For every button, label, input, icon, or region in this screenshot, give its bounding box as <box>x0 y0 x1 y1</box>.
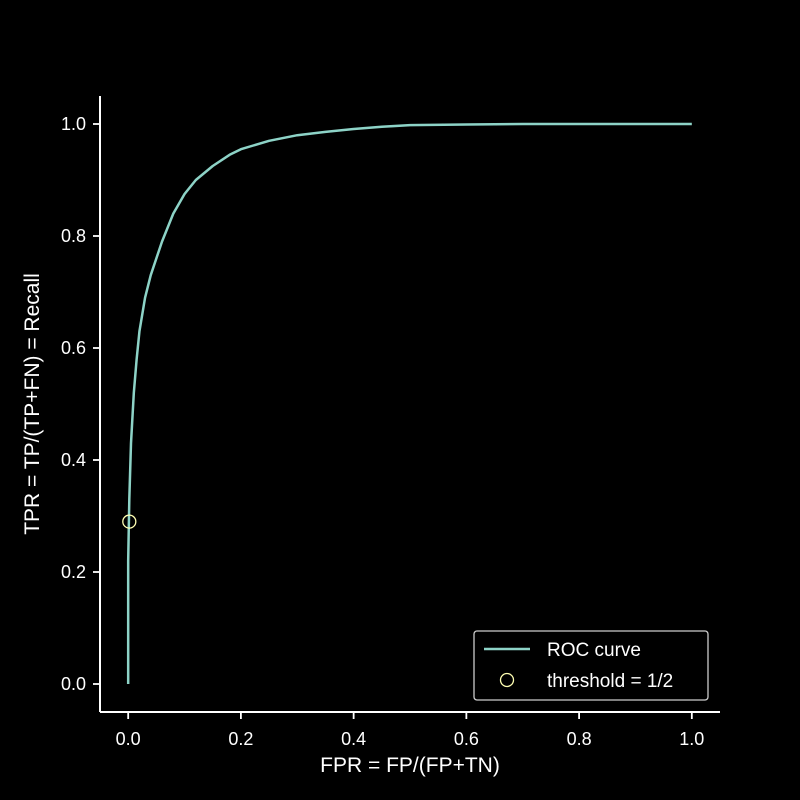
x-tick-label: 1.0 <box>679 729 704 749</box>
x-axis-label: FPR = FP/(FP+TN) <box>320 754 500 777</box>
y-tick-label: 0.4 <box>61 450 86 470</box>
x-tick-label: 0.4 <box>341 729 366 749</box>
y-tick-label: 0.6 <box>61 338 86 358</box>
x-ticks: 0.0 0.2 0.4 0.6 0.8 1.0 <box>116 712 704 749</box>
legend-label-roc-curve: ROC curve <box>547 640 641 661</box>
x-tick-label: 0.6 <box>454 729 479 749</box>
x-tick-label: 0.2 <box>228 729 253 749</box>
axes <box>99 96 720 713</box>
y-tick-label: 0.0 <box>61 674 86 694</box>
marker-layer <box>122 514 137 529</box>
legend-frame <box>473 630 709 701</box>
series-layer <box>126 122 692 684</box>
threshold-marker <box>122 514 137 529</box>
y-tick-label: 0.2 <box>61 562 86 582</box>
legend: ROC curve threshold = 1/2 <box>473 630 709 701</box>
y-tick-label: 0.8 <box>61 226 86 246</box>
y-axis-label: TPR = TP/(TP+FN) = Recall <box>21 273 44 535</box>
legend-marker-swatch <box>499 672 515 688</box>
x-tick-label: 0.8 <box>567 729 592 749</box>
y-ticks: 0.0 0.2 0.4 0.6 0.8 1.0 <box>61 114 100 694</box>
x-tick-label: 0.0 <box>116 729 141 749</box>
roc-curve-line <box>126 122 692 684</box>
y-tick-label: 1.0 <box>61 114 86 134</box>
legend-label-threshold: threshold = 1/2 <box>547 671 673 692</box>
